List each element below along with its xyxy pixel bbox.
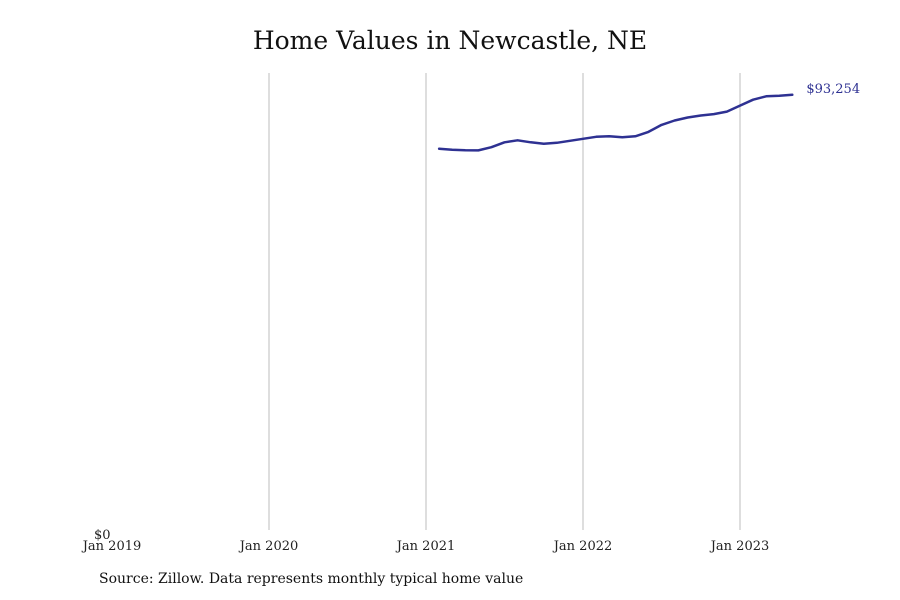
axis-labels: Jan 2019 Jan 2020 Jan 2021 Jan 2022 Jan 2023… <box>81 82 860 554</box>
x-tick-label: Jan 2022 <box>552 539 613 554</box>
series-layer <box>437 93 794 152</box>
x-tick-label: Jan 2021 <box>395 539 456 554</box>
grid-lines <box>268 73 741 530</box>
x-tick-label: Jan 2019 <box>81 539 142 554</box>
chart-title: Home Values in Newcastle, NE <box>252 26 648 55</box>
y-tick-label: $0 <box>94 528 111 543</box>
end-value-label: $93,254 <box>806 82 860 97</box>
x-tick-label: Jan 2023 <box>709 539 770 554</box>
source-note: Source: Zillow. Data represents monthly … <box>99 571 524 587</box>
series-line <box>437 93 794 152</box>
x-tick-label: Jan 2020 <box>238 539 299 554</box>
